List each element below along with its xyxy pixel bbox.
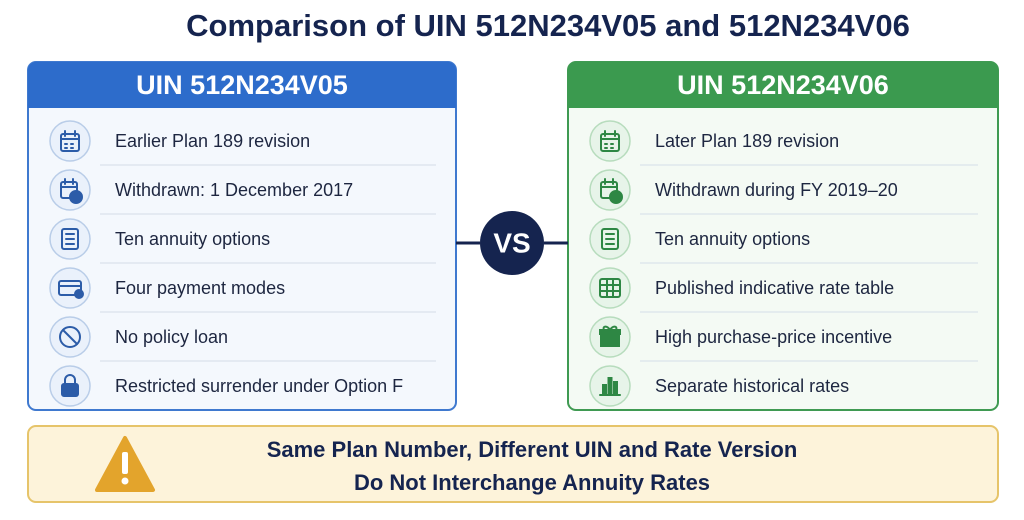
item-icon: [61, 228, 79, 250]
item-icon: [599, 325, 621, 347]
icon-part: [64, 374, 76, 385]
right-header: UIN 512N234V06: [677, 70, 889, 100]
icon-part: [69, 190, 83, 204]
footer-line: Same Plan Number, Different UIN and Rate…: [267, 437, 798, 462]
item-icon: [599, 377, 621, 396]
item-text: High purchase-price incentive: [655, 327, 892, 347]
item-icon-bg: [589, 169, 631, 211]
left-header-bg: [28, 62, 456, 108]
title: Comparison of UIN 512N234V05 and 512N234…: [186, 8, 910, 43]
icon-part: [602, 384, 607, 395]
item-text: Ten annuity options: [655, 229, 810, 249]
right-header-bg: [568, 62, 998, 108]
vs-label: VS: [493, 227, 530, 258]
icon-part: [58, 280, 82, 296]
icon-part: [600, 181, 618, 199]
item-text: Earlier Plan 189 revision: [115, 131, 310, 151]
icon-part: [74, 289, 84, 299]
item-icon: [601, 228, 619, 250]
icon-part: [602, 325, 618, 331]
icon-part: [60, 181, 78, 199]
item-text: Withdrawn: 1 December 2017: [115, 180, 353, 200]
icon-part: [601, 228, 619, 250]
warning-icon-mark: [122, 452, 128, 474]
vs-badge: [480, 211, 544, 275]
icon-part: [60, 133, 80, 152]
icon-part: [609, 190, 623, 204]
item-text: Withdrawn during FY 2019–20: [655, 180, 898, 200]
item-text: No policy loan: [115, 327, 228, 347]
item-icon: [599, 278, 621, 298]
item-text: Later Plan 189 revision: [655, 131, 839, 151]
icon-part: [600, 333, 620, 347]
icon-part: [59, 326, 81, 348]
item-icon-bg: [49, 120, 91, 162]
icon-part: [605, 233, 615, 245]
item-icon-bg: [589, 120, 631, 162]
item-icon: [58, 280, 84, 299]
item-icon-bg: [49, 267, 91, 309]
item-icon: [600, 178, 623, 204]
icon-part: [62, 329, 78, 345]
icon-part: [604, 143, 614, 149]
item-icon-bg: [49, 169, 91, 211]
footer-line: Do Not Interchange Annuity Rates: [354, 470, 710, 495]
icon-part: [599, 278, 621, 298]
icon-part: [65, 233, 75, 245]
warning-icon-dot: [121, 477, 129, 485]
icon-part: [613, 381, 618, 395]
icon-part: [61, 228, 79, 250]
item-text: Published indicative rate table: [655, 278, 894, 298]
footer-box: [27, 425, 999, 503]
item-icon: [60, 130, 80, 152]
item-icon: [60, 178, 83, 204]
item-text: Ten annuity options: [115, 229, 270, 249]
item-text: Four payment modes: [115, 278, 285, 298]
icon-part: [607, 377, 613, 395]
item-icon: [600, 130, 620, 152]
icon-part: [64, 143, 74, 149]
icon-part: [599, 278, 621, 298]
item-text: Restricted surrender under Option F: [115, 376, 403, 396]
item-icon: [59, 326, 81, 348]
icon-part: [61, 383, 79, 397]
item-icon-bg: [589, 267, 631, 309]
left-header: UIN 512N234V05: [136, 70, 348, 100]
icon-part: [600, 133, 620, 152]
item-icon: [61, 374, 79, 397]
item-text: Separate historical rates: [655, 376, 849, 396]
